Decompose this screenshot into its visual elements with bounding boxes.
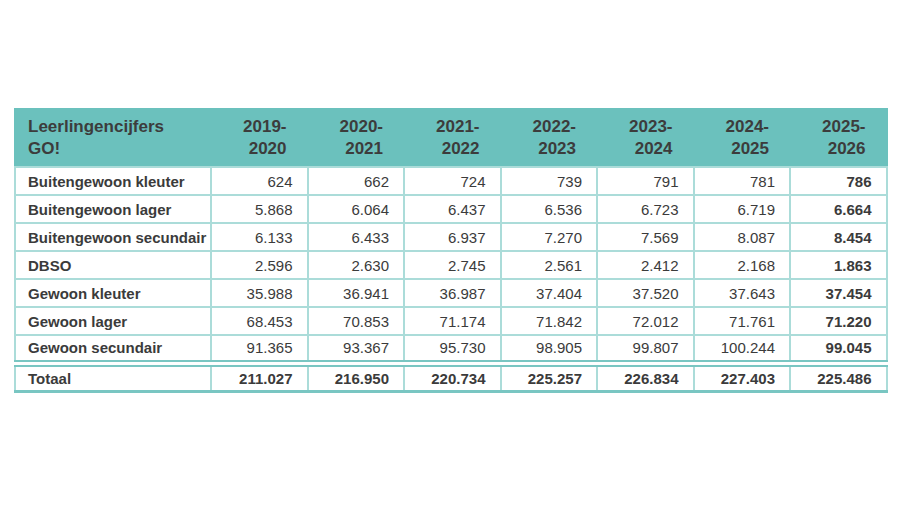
row-label: Gewoon kleuter — [15, 279, 211, 307]
table-title: Leerlingencijfers GO! — [28, 116, 178, 160]
value-cell: 7.569 — [597, 223, 694, 251]
value-cell: 71.174 — [404, 307, 501, 335]
value-cell: 1.863 — [790, 251, 887, 279]
year-column-header-2024-2025: 2024-2025 — [694, 109, 791, 167]
table-row-gewoon-lager: Gewoon lager 68.453 70.853 71.174 71.842… — [15, 307, 887, 335]
row-label: Buitengewoon secundair — [15, 223, 211, 251]
value-cell: 71.842 — [501, 307, 598, 335]
row-label: Buitengewoon kleuter — [15, 167, 211, 195]
row-label: DBSO — [15, 251, 211, 279]
table-row-buitengewoon-secundair: Buitengewoon secundair 6.133 6.433 6.937… — [15, 223, 887, 251]
row-label: Gewoon secundair — [15, 335, 211, 363]
value-cell: 70.853 — [308, 307, 405, 335]
value-cell: 2.630 — [308, 251, 405, 279]
value-cell: 781 — [694, 167, 791, 195]
total-value-cell: 220.734 — [404, 363, 501, 391]
value-cell: 37.454 — [790, 279, 887, 307]
value-cell: 71.220 — [790, 307, 887, 335]
row-label: Gewoon lager — [15, 307, 211, 335]
year-column-header-2020-2021: 2020-2021 — [308, 109, 405, 167]
year-column-header-2021-2022: 2021-2022 — [404, 109, 501, 167]
value-cell: 7.270 — [501, 223, 598, 251]
row-label: Buitengewoon lager — [15, 195, 211, 223]
value-cell: 2.561 — [501, 251, 598, 279]
year-column-header-2019-2020: 2019-2020 — [211, 109, 308, 167]
value-cell: 786 — [790, 167, 887, 195]
value-cell: 724 — [404, 167, 501, 195]
value-cell: 2.596 — [211, 251, 308, 279]
value-cell: 36.987 — [404, 279, 501, 307]
value-cell: 6.437 — [404, 195, 501, 223]
value-cell: 37.520 — [597, 279, 694, 307]
year-column-header-2023-2024: 2023-2024 — [597, 109, 694, 167]
table-row-gewoon-kleuter: Gewoon kleuter 35.988 36.941 36.987 37.4… — [15, 279, 887, 307]
table-body: Buitengewoon kleuter 624 662 724 739 791… — [15, 167, 887, 391]
value-cell: 99.045 — [790, 335, 887, 363]
total-value-cell: 227.403 — [694, 363, 791, 391]
value-cell: 6.064 — [308, 195, 405, 223]
value-cell: 791 — [597, 167, 694, 195]
value-cell: 662 — [308, 167, 405, 195]
value-cell: 98.905 — [501, 335, 598, 363]
table-row-buitengewoon-kleuter: Buitengewoon kleuter 624 662 724 739 791… — [15, 167, 887, 195]
total-value-cell: 211.027 — [211, 363, 308, 391]
table-row-dbso: DBSO 2.596 2.630 2.745 2.561 2.412 2.168… — [15, 251, 887, 279]
year-column-header-2025-2026: 2025-2026 — [790, 109, 887, 167]
table-header: Leerlingencijfers GO! 2019-2020 2020-202… — [15, 109, 887, 167]
table-row-gewoon-secundair: Gewoon secundair 91.365 93.367 95.730 98… — [15, 335, 887, 363]
total-row-label: Totaal — [15, 363, 211, 391]
value-cell: 6.664 — [790, 195, 887, 223]
value-cell: 37.404 — [501, 279, 598, 307]
student-numbers-table-container: Leerlingencijfers GO! 2019-2020 2020-202… — [14, 108, 888, 393]
value-cell: 6.723 — [597, 195, 694, 223]
value-cell: 6.536 — [501, 195, 598, 223]
value-cell: 2.168 — [694, 251, 791, 279]
value-cell: 68.453 — [211, 307, 308, 335]
value-cell: 93.367 — [308, 335, 405, 363]
value-cell: 91.365 — [211, 335, 308, 363]
value-cell: 36.941 — [308, 279, 405, 307]
value-cell: 6.937 — [404, 223, 501, 251]
year-column-header-2022-2023: 2022-2023 — [501, 109, 598, 167]
value-cell: 2.412 — [597, 251, 694, 279]
value-cell: 8.454 — [790, 223, 887, 251]
value-cell: 5.868 — [211, 195, 308, 223]
total-value-cell: 226.834 — [597, 363, 694, 391]
leerlingencijfers-table: Leerlingencijfers GO! 2019-2020 2020-202… — [14, 108, 888, 393]
total-value-cell: 225.486 — [790, 363, 887, 391]
value-cell: 6.433 — [308, 223, 405, 251]
total-value-cell: 225.257 — [501, 363, 598, 391]
total-row: Totaal 211.027 216.950 220.734 225.257 2… — [15, 363, 887, 391]
header-row: Leerlingencijfers GO! 2019-2020 2020-202… — [15, 109, 887, 167]
value-cell: 2.745 — [404, 251, 501, 279]
total-value-cell: 216.950 — [308, 363, 405, 391]
value-cell: 6.133 — [211, 223, 308, 251]
value-cell: 37.643 — [694, 279, 791, 307]
value-cell: 8.087 — [694, 223, 791, 251]
value-cell: 71.761 — [694, 307, 791, 335]
value-cell: 95.730 — [404, 335, 501, 363]
table-title-cell: Leerlingencijfers GO! — [15, 109, 211, 167]
value-cell: 739 — [501, 167, 598, 195]
table-row-buitengewoon-lager: Buitengewoon lager 5.868 6.064 6.437 6.5… — [15, 195, 887, 223]
value-cell: 99.807 — [597, 335, 694, 363]
value-cell: 624 — [211, 167, 308, 195]
value-cell: 35.988 — [211, 279, 308, 307]
value-cell: 6.719 — [694, 195, 791, 223]
value-cell: 72.012 — [597, 307, 694, 335]
value-cell: 100.244 — [694, 335, 791, 363]
page-background: Leerlingencijfers GO! 2019-2020 2020-202… — [0, 0, 899, 505]
